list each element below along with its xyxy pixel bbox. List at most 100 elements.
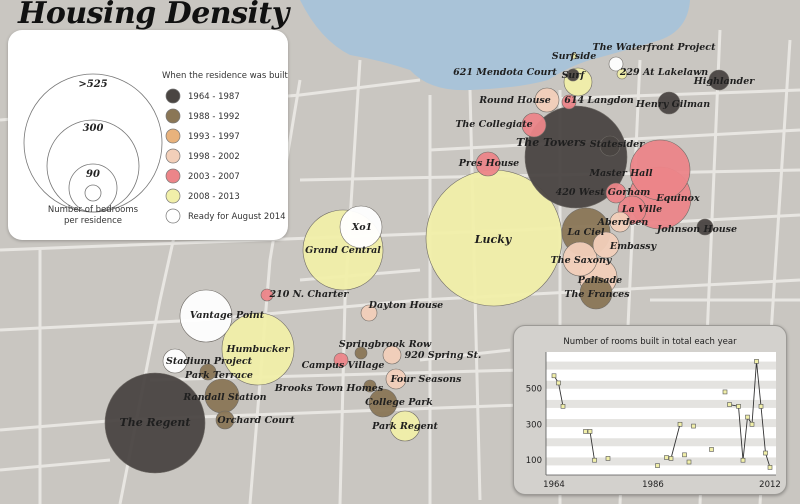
label-four-seasons: Four Seasons	[390, 374, 462, 385]
data-point-1993	[682, 452, 687, 458]
y-tick-0: 100	[526, 456, 542, 466]
rooms-per-year-chart: Number of rooms built in total each year…	[513, 325, 787, 495]
bubble-stadium-project	[162, 348, 188, 374]
label-springbrook-row: Springbrook Row	[339, 339, 432, 350]
data-point-1999	[709, 447, 714, 452]
data-point-1965	[556, 380, 561, 386]
period-swatch-0	[165, 88, 181, 104]
label-surfside: Surfside	[552, 51, 597, 62]
street-6	[338, 59, 362, 504]
x-tick-2: 2012	[759, 480, 781, 490]
period-label-1: 1988 - 1992	[188, 112, 240, 122]
label-palisade: Palisade	[577, 275, 622, 286]
data-point-2008	[749, 421, 755, 427]
size-caption-line2: per residence	[64, 216, 122, 226]
bubble-614-langdon	[561, 94, 577, 110]
period-swatch-5	[165, 188, 181, 204]
bubble-pres-house	[475, 151, 501, 177]
label-the-frances: The Frances	[564, 289, 630, 300]
period-swatch-6	[165, 208, 181, 224]
size-circle-tiny	[84, 184, 102, 202]
bubble-henry-gilman	[657, 91, 681, 115]
label-master-hall: Master Hall	[588, 168, 653, 179]
label-420-west-gorham: 420 West Gorham	[556, 187, 651, 198]
label-surf: Surf	[562, 70, 587, 81]
bubble-229-at-lakelawn	[616, 68, 628, 80]
data-point-1989	[664, 455, 669, 460]
label-pres-house: Pres House	[458, 158, 519, 169]
label-humbucker: Humbucker	[226, 344, 291, 355]
label-the-regent: The Regent	[120, 416, 191, 429]
bubble-round-house	[534, 87, 560, 113]
label-randall-station: Randall Station	[182, 392, 266, 403]
bubble-highlander	[708, 69, 730, 91]
grid-band-3	[546, 419, 776, 428]
bubble-the-waterfront-project	[608, 56, 624, 72]
data-point-1971	[583, 429, 588, 434]
period-label-3: 1998 - 2002	[188, 152, 240, 162]
y-tick-1: 300	[526, 420, 542, 430]
data-point-2005	[736, 404, 741, 409]
period-label-6: Ready for August 2014	[188, 212, 286, 222]
label-210-n-charter: 210 N. Charter	[269, 289, 350, 300]
y-tick-2: 500	[526, 384, 542, 394]
bubble-xo1	[339, 205, 383, 249]
data-point-2012	[767, 465, 773, 470]
label-la-ciel: La Ciel	[567, 227, 605, 238]
data-point-1995	[691, 423, 696, 429]
label-229-at-lakelawn: 229 At Lakelawn	[619, 67, 708, 78]
data-point-2010	[758, 404, 764, 409]
data-point-2006	[740, 457, 746, 463]
label-the-waterfront-project: The Waterfront Project	[593, 42, 717, 53]
legend-graphic: >525 300 90 Number of bedrooms per resid…	[23, 71, 288, 226]
label-the-collegiate: The Collegiate	[455, 119, 532, 130]
label-park-terrace: Park Terrace	[184, 370, 253, 381]
data-point-2003	[727, 402, 732, 407]
data-point-1964	[551, 373, 557, 379]
label-stadium-project: Stadium Project	[166, 356, 253, 367]
data-point-1994	[686, 459, 692, 465]
period-label-5: 2008 - 2013	[188, 192, 240, 202]
residence-bubbles	[104, 52, 730, 474]
label-920-spring-st-: 920 Spring St.	[405, 350, 482, 361]
label-614-langdon: 614 Langdon	[564, 95, 634, 106]
label-the-towers: The Towers	[516, 136, 586, 149]
chart-ticks: 100 300 500 1964 1986 2012	[526, 384, 781, 490]
label-lucky: Lucky	[474, 233, 513, 246]
label-highlander: Highlander	[693, 76, 755, 87]
street-16	[0, 458, 111, 472]
period-swatch-2	[165, 128, 181, 144]
bubble-humbucker	[221, 312, 295, 386]
bubble-springbrook-row	[354, 346, 368, 360]
period-label-2: 1993 - 1997	[188, 132, 240, 142]
rooms-chart-svg: Number of rooms built in total each year…	[526, 337, 781, 490]
bubble-johnson-house	[696, 218, 714, 236]
label-brooks-town-homes: Brooks Town Homes	[274, 383, 384, 394]
bubble-the-frances	[579, 276, 613, 310]
bubble-the-saxony	[562, 241, 598, 277]
grid-band-0	[546, 361, 776, 370]
bubble-brooks-town-homes	[363, 379, 377, 393]
bubble-210-n-charter	[260, 288, 274, 302]
size-circle-small	[68, 163, 118, 213]
bubble-surf	[566, 68, 580, 82]
data-point-1976	[605, 456, 611, 461]
bubble-master-hall	[629, 139, 691, 201]
data-point-1987	[655, 463, 660, 468]
label-round-house: Round House	[478, 95, 551, 106]
bubble-surfside	[570, 52, 578, 60]
grid-band-1	[546, 380, 776, 389]
data-point-1972	[587, 429, 593, 434]
label-vantage-point: Vantage Point	[190, 310, 265, 321]
bubble-campus-village	[333, 352, 349, 368]
label-park-regent: Park Regent	[371, 421, 438, 432]
grid-band-2	[546, 399, 776, 408]
chart-series	[551, 359, 773, 470]
bubble-embassy	[592, 231, 620, 259]
bubble-statesider	[599, 135, 621, 157]
bubble-dayton-house	[360, 304, 378, 322]
label-aberdeen: Aberdeen	[597, 217, 649, 228]
chart-title: Number of rooms built in total each year	[563, 337, 737, 347]
